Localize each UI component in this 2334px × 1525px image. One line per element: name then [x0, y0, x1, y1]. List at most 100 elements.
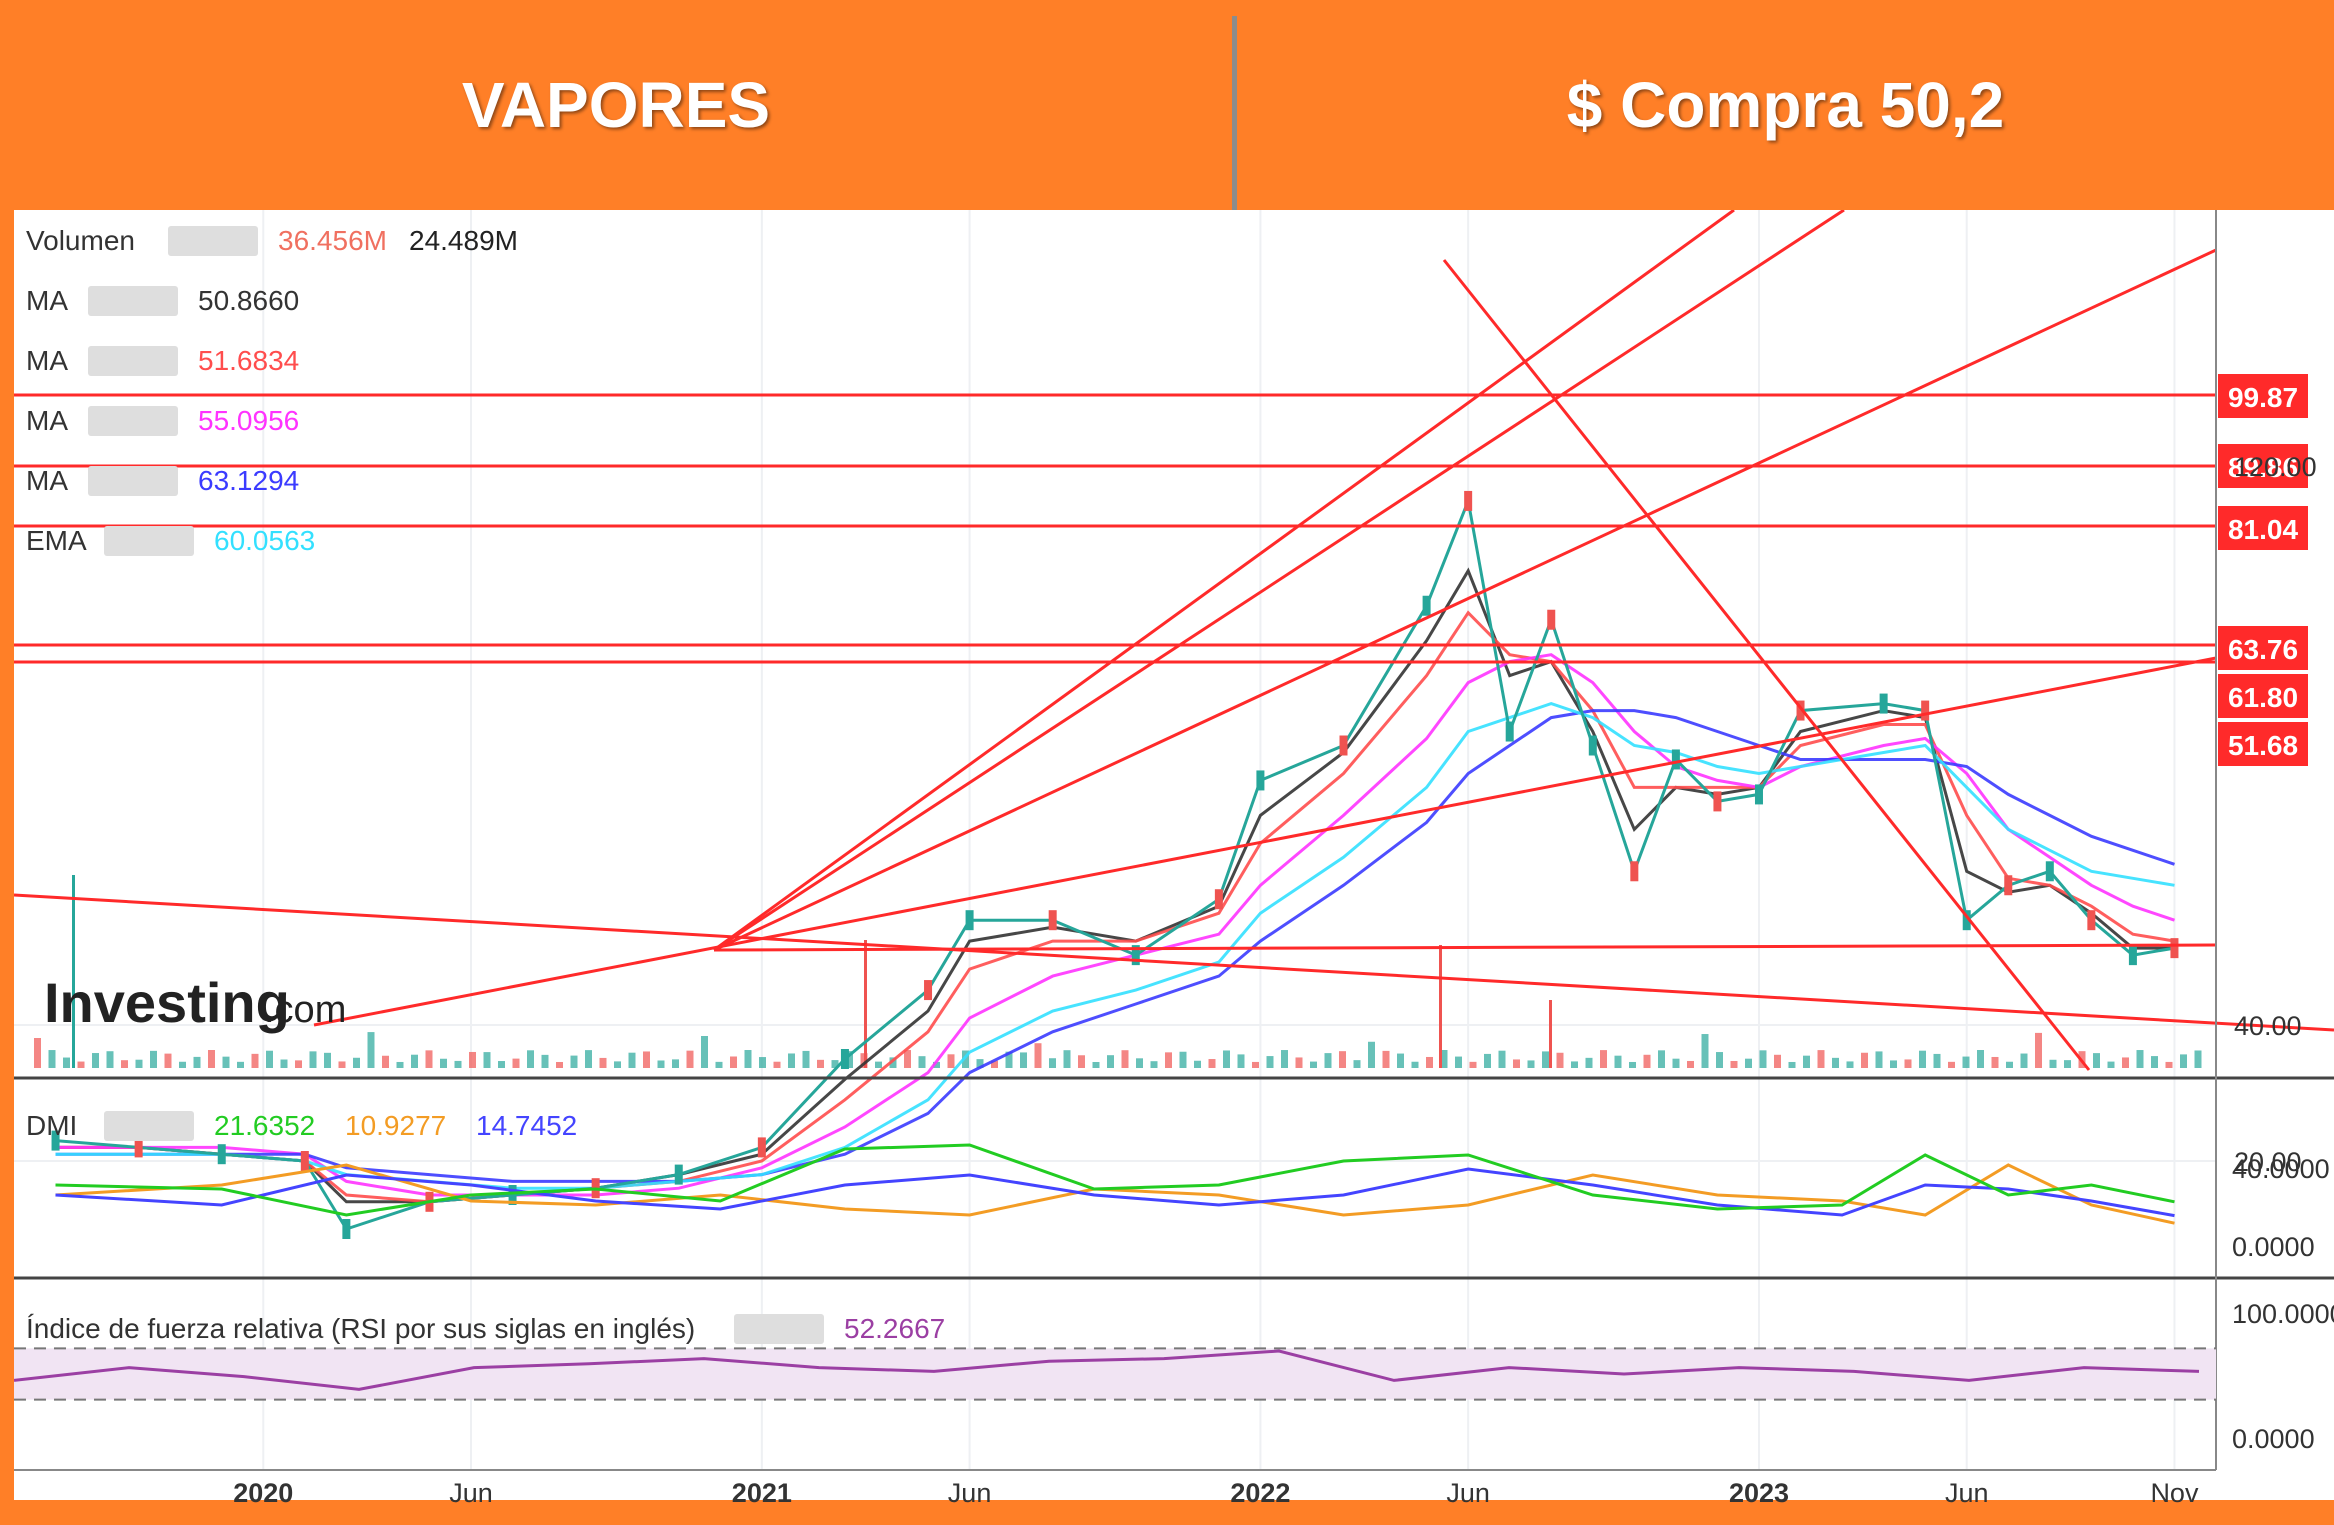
- volume-bar: [614, 1061, 621, 1068]
- volume-bar: [498, 1061, 505, 1068]
- level-label-bg: [2218, 374, 2308, 418]
- volume-bar: [1281, 1050, 1288, 1068]
- level-label-bg: [2218, 674, 2308, 718]
- price-candle: [1339, 735, 1348, 756]
- ma-legend-value: 63.1294: [198, 465, 299, 496]
- price-candle: [1962, 910, 1971, 931]
- watermark-brand: Investing: [44, 971, 290, 1034]
- volume-bar: [1629, 1061, 1636, 1068]
- volume-bar: [1484, 1053, 1491, 1068]
- volume-bar: [585, 1050, 592, 1068]
- x-tick-label: Nov: [2150, 1478, 2199, 1508]
- volume-bar: [846, 1051, 853, 1068]
- volume-bar: [628, 1052, 636, 1068]
- volume-bars: [34, 875, 2202, 1068]
- price-candle: [1921, 700, 1930, 721]
- price-candle: [924, 980, 933, 1001]
- level-label: 61.80: [2228, 682, 2298, 713]
- volume-bar: [469, 1051, 476, 1068]
- volume-bar: [657, 1060, 665, 1068]
- ma-legend-controls: [88, 466, 178, 496]
- volume-spike: [864, 940, 867, 1068]
- volume-bar: [1339, 1051, 1346, 1068]
- volume-bar: [570, 1055, 578, 1068]
- volume-bar: [1049, 1058, 1056, 1068]
- volume-bar: [440, 1058, 447, 1068]
- volume-bar: [2064, 1060, 2071, 1068]
- level-label: 99.87: [2228, 382, 2298, 413]
- rsi-legend-value: 52.2667: [844, 1313, 945, 1344]
- volume-legend-label: Volumen: [26, 225, 135, 256]
- price-candle: [965, 910, 974, 931]
- price-candle: [300, 1151, 309, 1171]
- volume-bar: [1933, 1053, 1941, 1068]
- watermark-suffix: .com: [264, 989, 346, 1031]
- trend-line: [713, 943, 2217, 952]
- volume-bar: [1310, 1061, 1317, 1068]
- volume-bar: [2107, 1061, 2115, 1068]
- volume-bar: [2151, 1056, 2158, 1068]
- volume-bar: [1701, 1034, 1709, 1068]
- volume-bar: [918, 1056, 926, 1068]
- volume-bar: [1614, 1055, 1622, 1068]
- price-candle: [1256, 770, 1265, 791]
- volume-bar: [1991, 1056, 1999, 1068]
- volume-bar: [1803, 1055, 1810, 1068]
- volume-bar: [1817, 1050, 1825, 1068]
- volume-bar: [425, 1050, 433, 1068]
- volume-bar: [1585, 1057, 1593, 1068]
- volume-bar: [1034, 1043, 1042, 1068]
- trend-line: [713, 210, 1845, 952]
- ema-legend-value: 60.0563: [214, 525, 315, 556]
- volume-bar: [1411, 1061, 1419, 1068]
- volume-bar: [193, 1056, 201, 1068]
- rsi-legend-label: Índice de fuerza relativa (RSI por sus s…: [26, 1313, 695, 1344]
- x-tick-label: 2023: [1729, 1478, 1789, 1508]
- volume-bar: [1107, 1055, 1114, 1068]
- rsi-band: [14, 1348, 2216, 1400]
- volume-bar: [1063, 1050, 1071, 1068]
- price-candle: [217, 1144, 226, 1165]
- volume-bar: [164, 1053, 172, 1068]
- volume-bar: [2020, 1053, 2028, 1068]
- volume-bar: [1237, 1054, 1245, 1068]
- volume-bar: [1861, 1052, 1868, 1068]
- volume-bar: [295, 1060, 302, 1068]
- x-tick-label: 2022: [1230, 1478, 1290, 1508]
- dmi-y-tick-label: 40.0000: [2232, 1154, 2330, 1184]
- volume-bar: [251, 1053, 259, 1068]
- rsi-legend-controls: [734, 1314, 824, 1344]
- price-candle: [2087, 910, 2096, 931]
- volume-bar: [106, 1051, 114, 1068]
- volume-bar: [1020, 1052, 1027, 1068]
- adx-line: [55, 1167, 2175, 1218]
- volume-bar: [1759, 1050, 1767, 1068]
- rsi-y-tick-label: 100.0000: [2232, 1299, 2334, 1329]
- volume-bar: [1687, 1060, 1694, 1068]
- price-candle: [2004, 875, 2013, 896]
- volume-bar: [1498, 1050, 1506, 1068]
- volume-bar: [875, 1061, 882, 1068]
- volume-legend-controls: [168, 226, 258, 256]
- volume-spike: [1549, 1000, 1552, 1068]
- level-label: 63.76: [2228, 634, 2298, 665]
- price-candle: [508, 1185, 517, 1205]
- dmi-plus-line: [55, 1143, 2175, 1217]
- dmi-legend-controls: [104, 1111, 194, 1141]
- volume-bar: [92, 1053, 99, 1068]
- volume-bar: [1208, 1059, 1216, 1068]
- volume-bar: [135, 1059, 143, 1068]
- volume-bar: [34, 1038, 41, 1068]
- horizontal-levels: 99.87 89.86 81.04 63.76 61.80 51.68: [14, 374, 2308, 766]
- volume-bar: [1600, 1050, 1607, 1068]
- volume-bar: [1542, 1051, 1549, 1068]
- stock-chart: 99.87 89.86 81.04 63.76 61.80 51.68 Investing…: [14, 210, 2334, 1515]
- volume-bar: [2122, 1057, 2129, 1068]
- volume-bar: [1165, 1052, 1172, 1068]
- y-tick-label: 40.00: [2234, 1011, 2302, 1041]
- volume-bar: [237, 1061, 244, 1068]
- volume-bar: [1223, 1050, 1230, 1068]
- ma-legend-value: 55.0956: [198, 405, 299, 436]
- rsi-line: [14, 1349, 2200, 1391]
- trend-line: [713, 210, 1735, 952]
